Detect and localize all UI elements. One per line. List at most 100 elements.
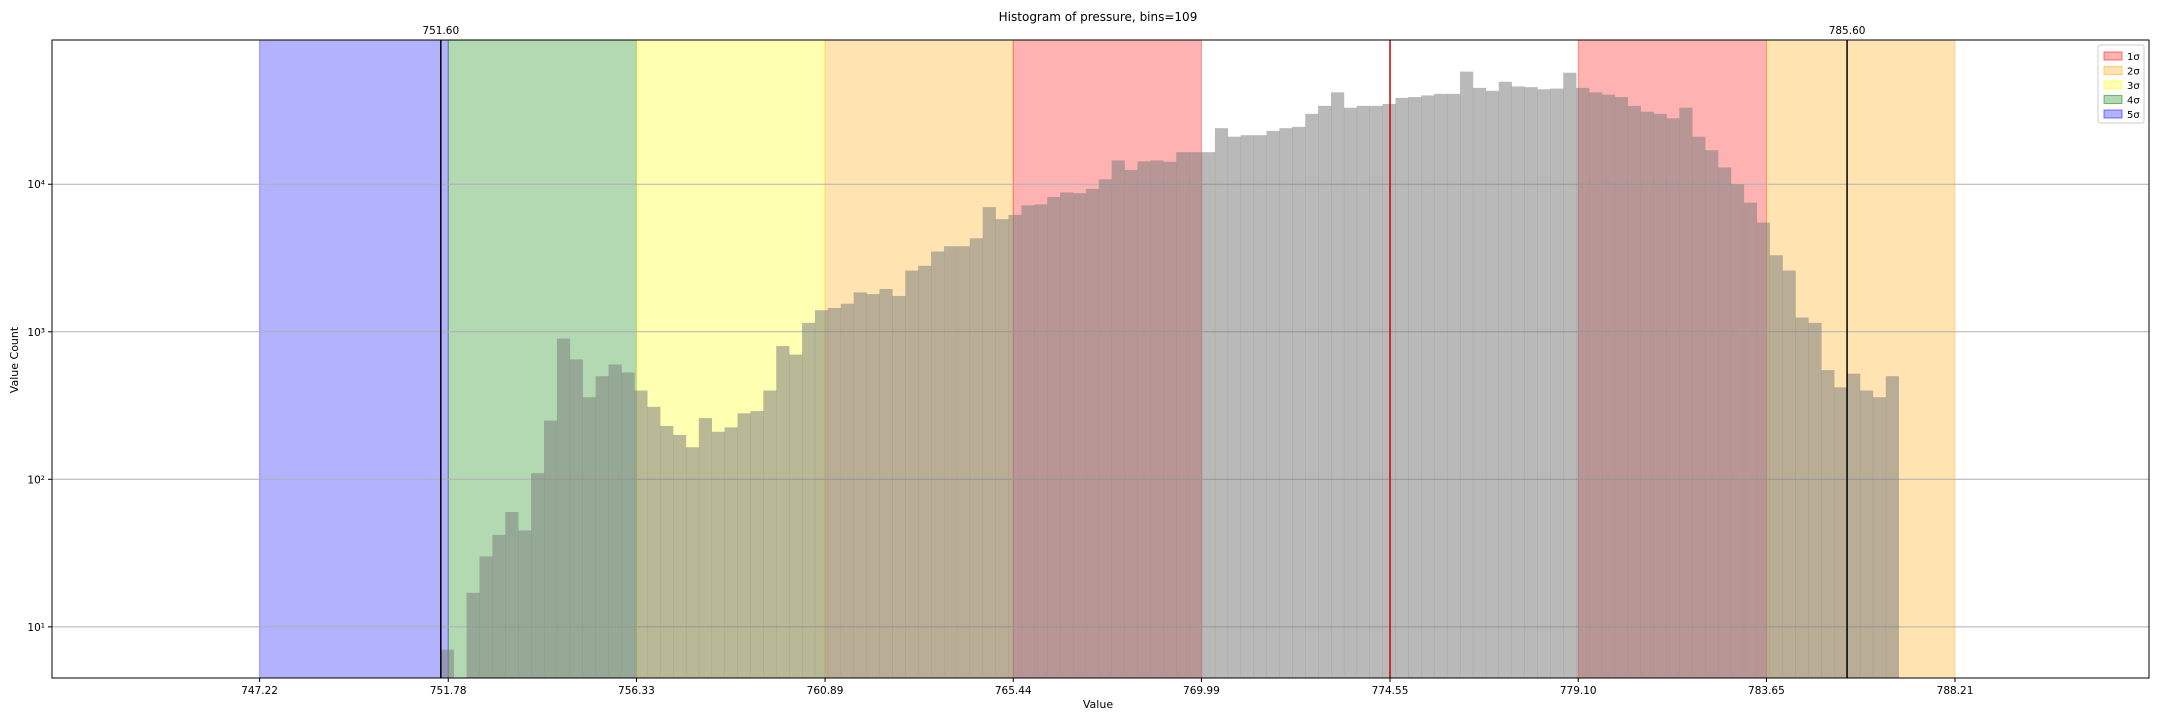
histogram-bar [1201, 152, 1216, 679]
histogram-bar [518, 530, 532, 678]
histogram-bar [1382, 103, 1396, 679]
histogram-bar [544, 420, 558, 678]
histogram-bar [1292, 126, 1306, 678]
legend-swatch [2103, 95, 2123, 104]
histogram-bar [1085, 188, 1100, 678]
histogram-bar [505, 512, 519, 678]
histogram-bar [698, 418, 713, 678]
histogram-bar [1060, 192, 1074, 679]
histogram-bar [776, 346, 790, 678]
reference-line-label: 751.60 [422, 25, 459, 37]
chart-title: Histogram of pressure, bins=109 [999, 10, 1198, 24]
legend-swatch [2103, 80, 2123, 90]
histogram-bar [763, 390, 777, 678]
histogram-bar [931, 251, 945, 678]
reference-line-label: 785.60 [1829, 25, 1866, 37]
legend-label: 5σ [2127, 110, 2140, 121]
histogram-bar [1111, 160, 1125, 678]
histogram-bar [492, 534, 506, 678]
legend-label: 4σ [2127, 96, 2140, 107]
histogram-bar [556, 338, 571, 678]
histogram-bar [1021, 205, 1035, 679]
histogram-bar [1356, 105, 1371, 679]
histogram-bar [1885, 376, 1899, 678]
histogram-bar [1859, 390, 1874, 678]
histogram-bar [621, 372, 635, 678]
x-tick-label: 779.10 [1560, 685, 1597, 697]
histogram-bar [1589, 92, 1603, 678]
x-tick-label: 760.89 [807, 685, 844, 697]
histogram-bar [1460, 71, 1474, 678]
histogram-bar [1601, 94, 1616, 678]
histogram-bar [1653, 113, 1667, 678]
histogram-bar [750, 411, 764, 678]
histogram-bar [608, 364, 622, 678]
histogram-bar [943, 246, 958, 678]
histogram-bar [647, 406, 661, 678]
histogram-bar [1434, 93, 1448, 679]
histogram-bars [440, 71, 1899, 679]
histogram-bar [1640, 111, 1654, 678]
histogram-bar [1214, 128, 1229, 678]
x-tick-label: 788.21 [1937, 685, 1974, 697]
histogram-bar [827, 307, 842, 678]
x-tick-label: 783.65 [1748, 685, 1785, 697]
histogram-bar [711, 431, 725, 678]
legend-swatch [2103, 66, 2123, 75]
histogram-bar [1279, 128, 1293, 678]
histogram-bar [1008, 214, 1022, 678]
y-tick-label: 10¹ [27, 622, 45, 634]
plot-frame [51, 39, 2150, 679]
histogram-bar [1498, 81, 1512, 678]
histogram-bar [737, 413, 751, 678]
histogram-bar [685, 447, 700, 678]
x-tick-label: 751.78 [430, 685, 467, 697]
histogram-bar [531, 473, 545, 678]
histogram-bar [1240, 135, 1254, 678]
histogram-bar [840, 303, 854, 678]
histogram-bar [569, 359, 584, 678]
histogram-bar [1666, 118, 1680, 678]
histogram-bar [1137, 161, 1151, 678]
histogram-bar [866, 294, 880, 678]
histogram-bar [1550, 88, 1564, 679]
x-tick-label: 769.99 [1183, 685, 1220, 697]
histogram-bar [1343, 107, 1358, 678]
histogram-bar [1872, 397, 1887, 678]
y-tick-label: 10⁴ [27, 179, 45, 191]
histogram-bar [1769, 255, 1783, 678]
legend-label: 3σ [2127, 81, 2140, 92]
histogram-bar [814, 310, 829, 678]
histogram-bar [1834, 387, 1848, 678]
histogram-bar [1485, 90, 1500, 679]
histogram-bar [673, 434, 687, 678]
histogram-bar [969, 238, 983, 679]
histogram-bar [1266, 130, 1280, 679]
histogram-bar [1627, 105, 1641, 679]
histogram-bar [1253, 135, 1267, 678]
histogram-bar [1756, 222, 1770, 678]
histogram-bar [802, 322, 816, 678]
histogram-bar [1163, 161, 1177, 678]
histogram-bar [1098, 179, 1112, 678]
histogram-bar [1318, 105, 1332, 679]
histogram-bar [1072, 193, 1087, 678]
x-tick-label: 747.22 [241, 685, 278, 697]
histogram-bar [1679, 107, 1693, 678]
x-tick-label: 765.44 [995, 685, 1032, 697]
histogram-bar [1795, 317, 1809, 678]
y-axis-ticks: 10¹ 10² 10³ 10⁴ [27, 179, 52, 634]
legend-label: 2σ [2127, 67, 2140, 78]
histogram-bar [1305, 113, 1319, 678]
y-axis-label: Value Count [8, 326, 21, 393]
histogram-bar [1821, 370, 1835, 678]
legend-label: 1σ [2127, 52, 2140, 63]
histogram-bar [479, 556, 493, 678]
y-tick-label: 10² [27, 474, 45, 486]
histogram-bar [982, 207, 996, 678]
histogram-bar [466, 592, 480, 678]
histogram-bar [1847, 373, 1861, 678]
sigma-band-0 [259, 39, 449, 679]
histogram-bar [1408, 97, 1422, 678]
